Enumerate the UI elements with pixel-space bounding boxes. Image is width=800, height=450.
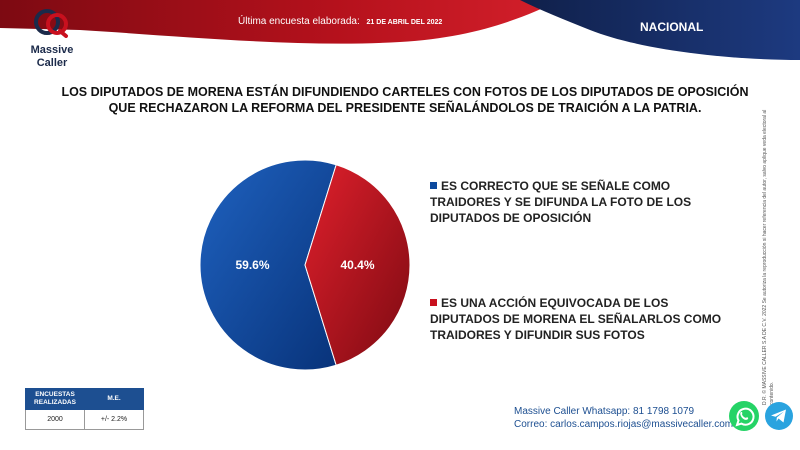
pie-slice-wrong: [304, 164, 411, 366]
massive-caller-logo-icon: [34, 9, 68, 38]
copyright-note: D.R. © MASSIVE CALLER S.A DE C.V. 2022 S…: [762, 95, 775, 405]
last-poll-label: Última encuesta elaborada:: [238, 16, 360, 27]
legend-item-correct: ES CORRECTO QUE SE SEÑALE COMO TRAIDORES…: [430, 178, 740, 226]
stats-value-margin: +/- 2.2%: [84, 409, 144, 430]
last-poll-info: Última encuesta elaborada: 21 DE ABRIL D…: [238, 16, 442, 27]
stats-header-surveys: ENCUESTAS REALIZADAS: [25, 388, 85, 410]
pie-chart-svg: 59.6% 40.4%: [199, 159, 411, 371]
whatsapp-icon[interactable]: [728, 400, 760, 437]
scope-label: NACIONAL: [640, 20, 704, 34]
contact-info: Massive Caller Whatsapp: 81 1798 1079 Co…: [514, 405, 733, 431]
survey-question: LOS DIPUTADOS DE MORENA ESTÁN DIFUNDIEND…: [61, 85, 749, 115]
brand-name-line2: Caller: [36, 57, 68, 69]
stats-header-margin: M.E.: [84, 388, 144, 410]
brand-name-line1: Massive: [30, 44, 74, 56]
telegram-icon[interactable]: [764, 401, 794, 436]
pie-chart: 59.6% 40.4%: [195, 155, 415, 375]
whatsapp-line: Massive Caller Whatsapp: 81 1798 1079: [514, 405, 733, 418]
legend-label-correct: ES CORRECTO QUE SE SEÑALE COMO TRAIDORES…: [430, 179, 692, 225]
whatsapp-label: Massive Caller Whatsapp:: [514, 406, 631, 417]
copyright-text: D.R. © MASSIVE CALLER S.A DE C.V. 2022 S…: [762, 109, 775, 405]
last-poll-date: 21 DE ABRIL DEL 2022: [366, 19, 443, 26]
legend-swatch-blue: [430, 182, 437, 189]
legend-swatch-red: [430, 299, 437, 306]
legend-label-wrong: ES UNA ACCIÓN EQUIVOCADA DE LOS DIPUTADO…: [430, 296, 722, 342]
email-line: Correo: carlos.campos.riojas@massivecall…: [514, 418, 733, 431]
whatsapp-number[interactable]: 81 1798 1079: [632, 406, 695, 417]
survey-stats-table: ENCUESTAS REALIZADAS M.E. 2000 +/- 2.2%: [25, 388, 144, 430]
header-background: [0, 0, 800, 60]
brand-logo: Massive Caller: [22, 8, 82, 69]
header-banner: [0, 0, 800, 60]
pie-label-wrong: 40.4%: [340, 258, 374, 272]
stats-value-surveys: 2000: [25, 409, 85, 430]
email-address[interactable]: carlos.campos.riojas@massivecaller.com: [550, 419, 734, 430]
legend-item-wrong: ES UNA ACCIÓN EQUIVOCADA DE LOS DIPUTADO…: [430, 295, 740, 343]
email-label: Correo:: [514, 419, 548, 430]
pie-slice-correct: [199, 159, 337, 371]
pie-label-correct: 59.6%: [235, 258, 269, 272]
